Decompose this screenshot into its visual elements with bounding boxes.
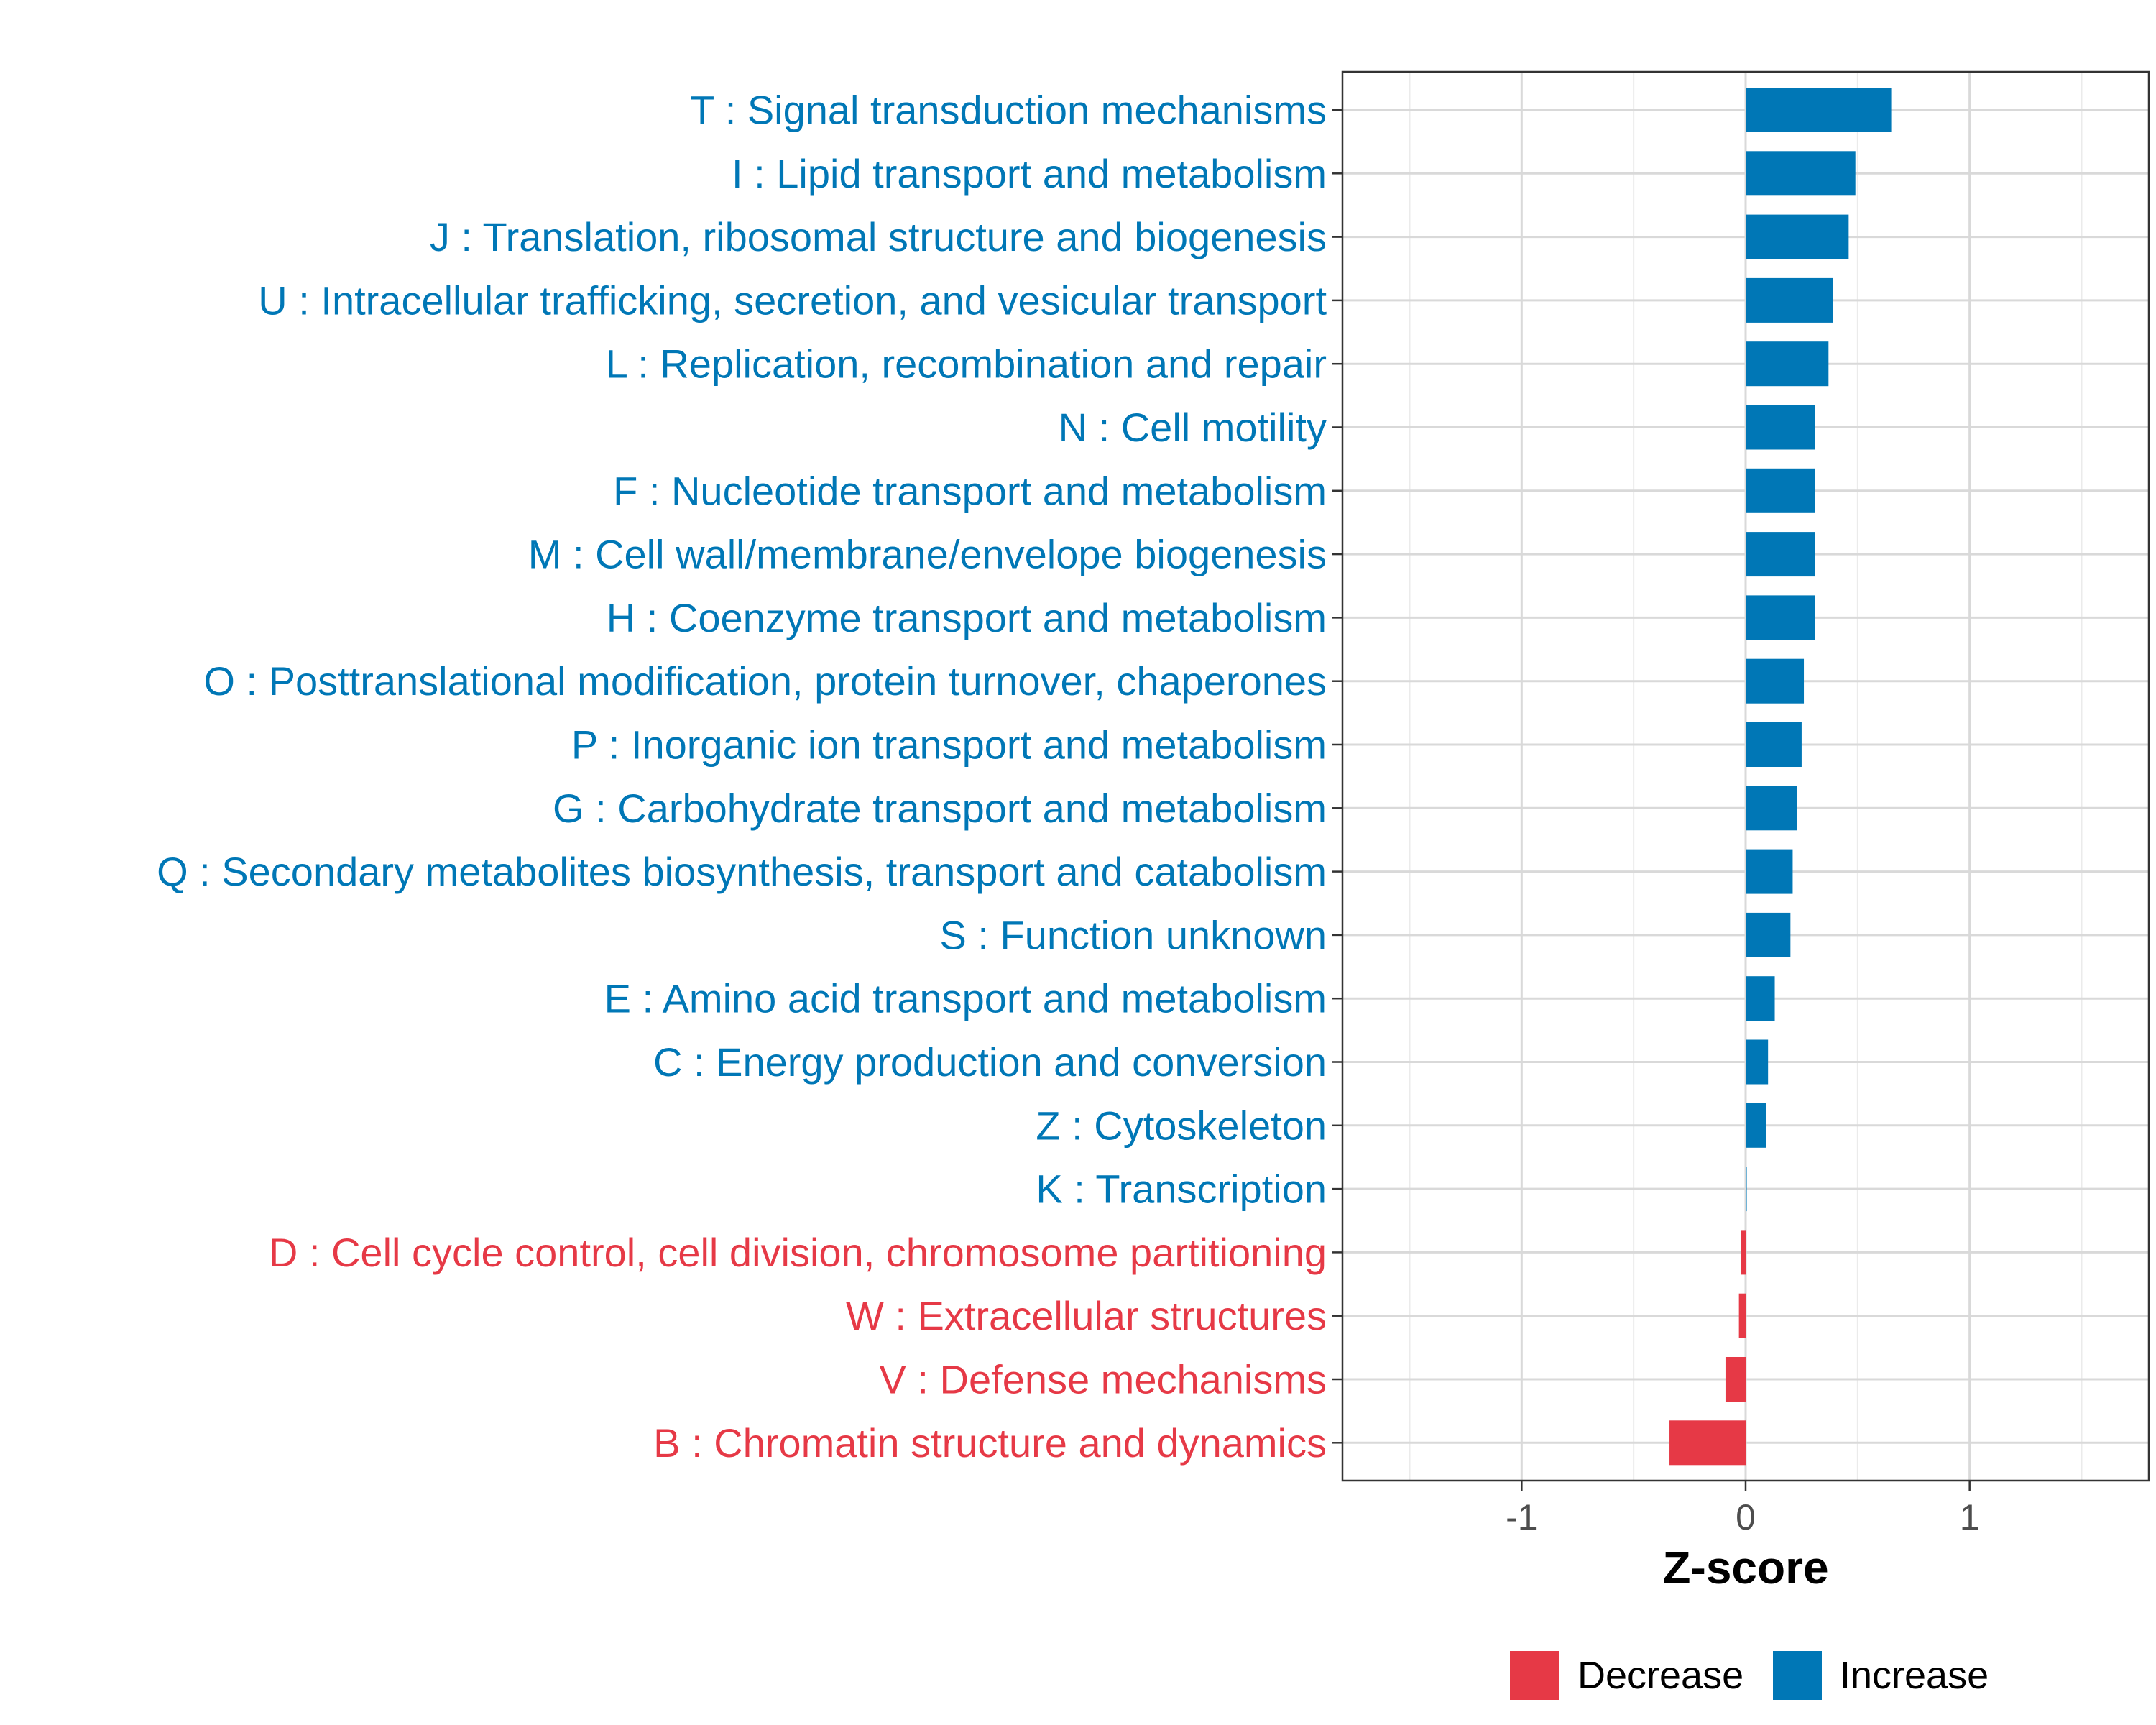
bar (1669, 1420, 1746, 1466)
category-label: F : Nucleotide transport and metabolism (613, 468, 1327, 513)
category-label: O : Posttranslational modification, prot… (203, 658, 1327, 704)
category-label: L : Replication, recombination and repai… (606, 341, 1327, 387)
x-tick-label: 1 (1960, 1497, 1980, 1537)
x-axis-title: Z-score (1662, 1542, 1828, 1593)
category-label: V : Defense mechanisms (880, 1357, 1327, 1402)
legend: Decrease Increase (1510, 1651, 1989, 1700)
legend-label-decrease: Decrease (1577, 1654, 1743, 1697)
bar (1746, 532, 1815, 577)
category-label: D : Cell cycle control, cell division, c… (269, 1230, 1327, 1275)
category-label: S : Function unknown (939, 912, 1327, 957)
bar (1746, 912, 1791, 957)
category-label: G : Carbohydrate transport and metabolis… (553, 786, 1327, 831)
legend-key-decrease (1510, 1651, 1559, 1700)
x-tick-label: 0 (1736, 1497, 1756, 1537)
bar (1746, 786, 1797, 831)
category-label: T : Signal transduction mechanisms (690, 88, 1327, 133)
category-label: C : Energy production and conversion (653, 1039, 1327, 1085)
x-axis-ticks: -1 0 1 (1506, 1481, 1980, 1537)
bar (1746, 658, 1805, 704)
category-label: M : Cell wall/membrane/envelope biogenes… (528, 532, 1327, 577)
category-label: B : Chromatin structure and dynamics (653, 1420, 1327, 1466)
category-label: H : Coenzyme transport and metabolism (607, 595, 1327, 640)
bar (1746, 341, 1829, 387)
bar (1746, 722, 1802, 767)
bar (1746, 468, 1815, 513)
bar (1746, 849, 1793, 894)
legend-key-increase (1773, 1651, 1822, 1700)
y-axis-labels: T : Signal transduction mechanisms I : Li… (157, 88, 1327, 1466)
category-label: W : Extracellular structures (846, 1293, 1327, 1338)
category-label: J : Translation, ribosomal structure and… (430, 214, 1327, 259)
category-label: K : Transcription (1036, 1167, 1327, 1212)
bar (1746, 595, 1815, 640)
bar (1725, 1357, 1746, 1402)
category-label: E : Amino acid transport and metabolism (604, 976, 1327, 1021)
category-label: P : Inorganic ion transport and metaboli… (571, 722, 1327, 768)
bars (1669, 88, 1892, 1466)
category-label: Q : Secondary metabolites biosynthesis, … (157, 849, 1327, 894)
category-label: N : Cell motility (1059, 405, 1327, 450)
category-label: I : Lipid transport and metabolism (732, 151, 1327, 196)
bar (1746, 1103, 1766, 1148)
bar (1746, 214, 1849, 259)
bar (1738, 1293, 1746, 1338)
bar (1746, 277, 1833, 323)
y-axis-ticks (1332, 109, 1342, 1444)
bar (1746, 88, 1892, 132)
bar (1746, 976, 1775, 1021)
bar (1746, 151, 1856, 196)
bar (1741, 1230, 1746, 1275)
x-tick-label: -1 (1506, 1497, 1537, 1537)
category-label: Z : Cytoskeleton (1036, 1103, 1327, 1148)
bar (1746, 1039, 1769, 1085)
legend-label-increase: Increase (1840, 1654, 1989, 1697)
bar (1746, 1167, 1747, 1212)
bar (1746, 405, 1815, 450)
category-label: U : Intracellular trafficking, secretion… (258, 277, 1327, 323)
